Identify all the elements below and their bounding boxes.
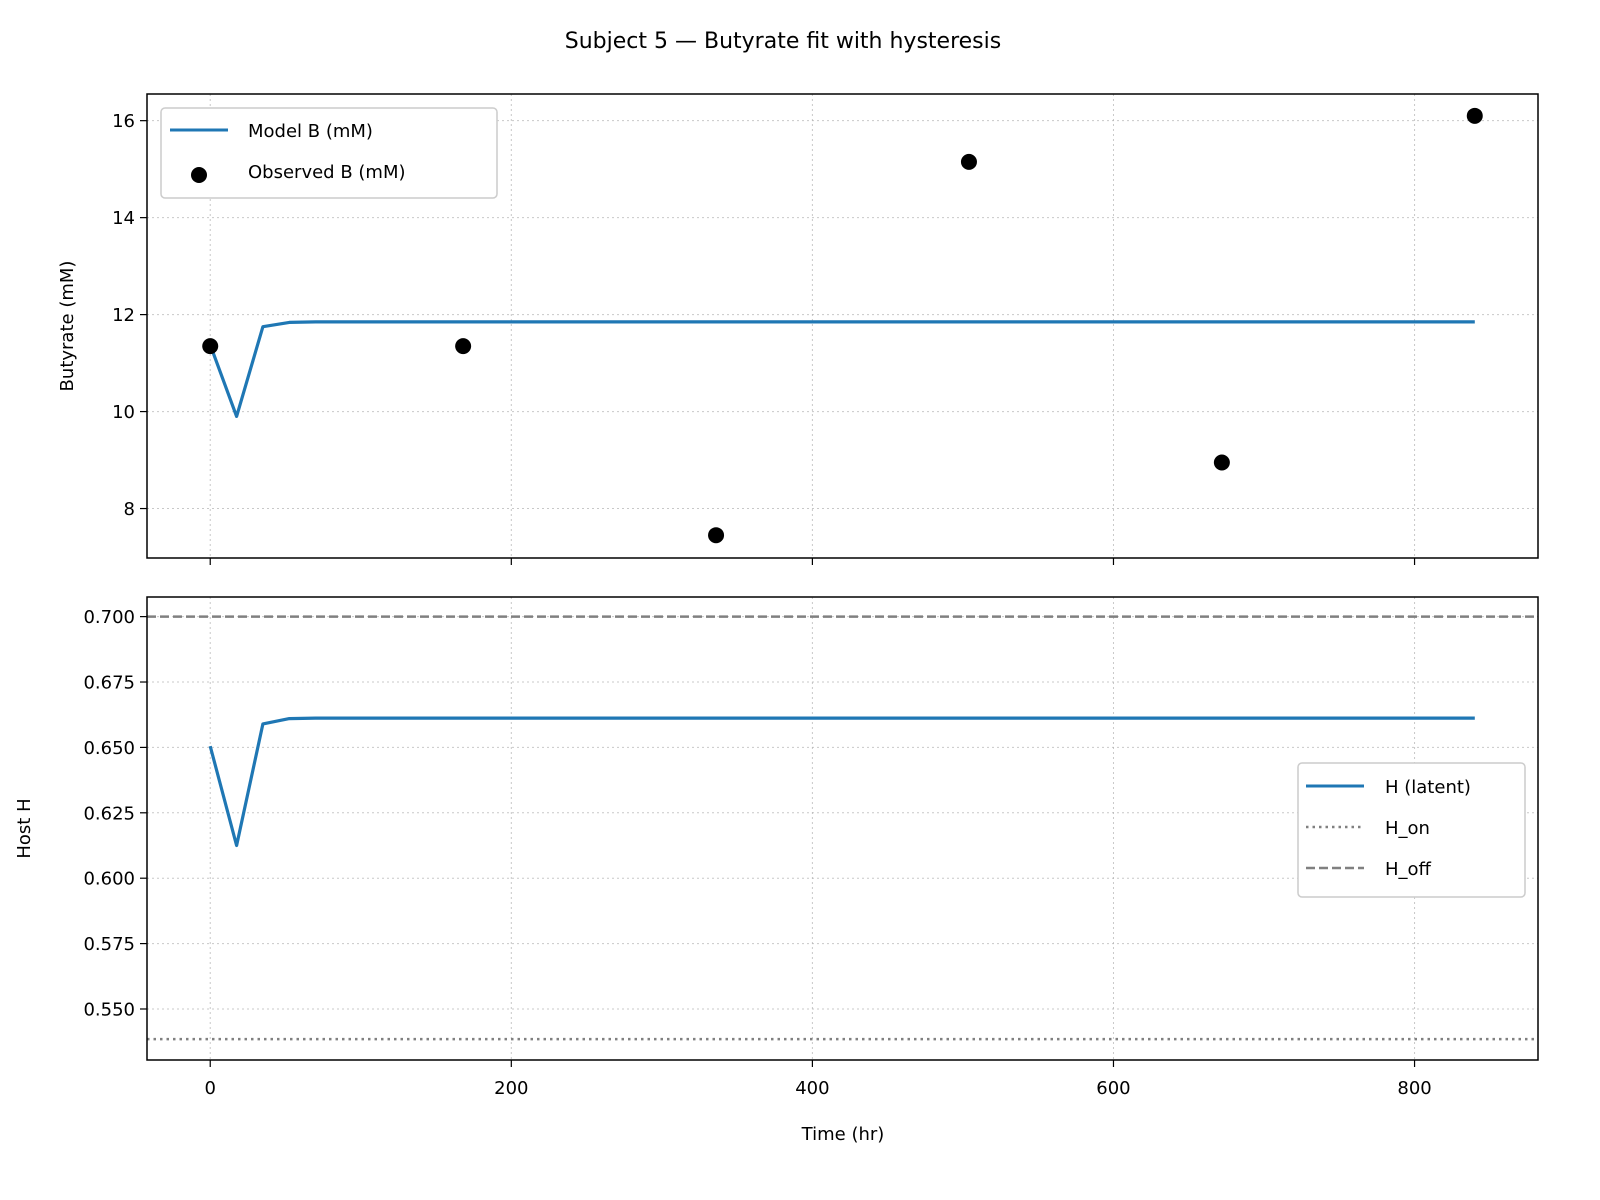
host-y-tick-label-5: 0.675 <box>83 673 135 694</box>
observed-point-0 <box>202 338 219 355</box>
legend-label-h-on: H_on <box>1385 818 1430 839</box>
butyrate-data <box>202 107 1483 544</box>
legend-label-observed: Observed B (mM) <box>248 162 406 183</box>
host-y-tick-label-1: 0.575 <box>83 934 135 955</box>
legend-label-model: Model B (mM) <box>248 121 373 142</box>
butyrate-axes-frame <box>146 93 1539 559</box>
butyrate-y-tick-label-1: 10 <box>112 402 135 423</box>
host-axes-frame <box>146 596 1539 1061</box>
x-tick-label-600: 600 <box>1096 1078 1130 1099</box>
host-panel: 0 200 400 600 800 0.550 0.575 0.600 0.625 0.650 0.… <box>14 596 1539 1099</box>
figure-title: Subject 5 — Butyrate fit with hysteresis <box>565 29 1001 54</box>
x-tick-label-200: 200 <box>494 1078 528 1099</box>
legend-box <box>160 107 498 199</box>
x-tick-label-400: 400 <box>795 1078 829 1099</box>
butyrate-ticks: 8 10 12 14 16 <box>112 111 1416 565</box>
observed-point-2 <box>708 527 725 544</box>
butyrate-series-line-0 <box>208 320 1475 418</box>
observed-point-1 <box>455 338 472 355</box>
host-y-tick-label-2: 0.600 <box>83 869 135 890</box>
butyrate-y-tick-label-3: 14 <box>112 208 135 229</box>
x-tick-label-0: 0 <box>205 1078 216 1099</box>
host-data <box>147 615 1538 1041</box>
host-ticks: 0 200 400 600 800 0.550 0.575 0.600 0.625 0.650 0.… <box>83 607 1431 1099</box>
legend-box <box>1297 762 1526 898</box>
host-y-tick-label-6: 0.700 <box>83 607 135 628</box>
legend-label-h-latent: H (latent) <box>1385 777 1471 798</box>
butyrate-y-axis-label: Butyrate (mM) <box>57 261 78 392</box>
legend-observed-marker <box>191 167 207 183</box>
butyrate-y-tick-label-0: 8 <box>124 499 135 520</box>
x-axis-label: Time (hr) <box>801 1124 885 1145</box>
butyrate-legend: Model B (mM) Observed B (mM) <box>160 107 498 199</box>
legend-label-h-off: H_off <box>1385 859 1432 880</box>
x-tick-label-800: 800 <box>1397 1078 1431 1099</box>
butyrate-y-tick-label-2: 12 <box>112 305 135 326</box>
observed-point-5 <box>1466 107 1483 124</box>
host-y-tick-label-3: 0.625 <box>83 803 135 824</box>
host-y-axis-label: Host H <box>14 798 35 858</box>
butyrate-y-tick-label-4: 16 <box>112 111 135 132</box>
host-series-line-0 <box>208 716 1475 848</box>
butyrate-panel: 8 10 12 14 16 Butyrate (mM) Model B (mM) Obs… <box>57 93 1539 565</box>
host-y-tick-label-4: 0.650 <box>83 738 135 759</box>
observed-point-4 <box>1213 454 1230 471</box>
observed-point-3 <box>960 153 977 170</box>
host-y-tick-label-0: 0.550 <box>83 999 135 1020</box>
host-legend: H (latent) H_on H_off <box>1297 762 1526 898</box>
